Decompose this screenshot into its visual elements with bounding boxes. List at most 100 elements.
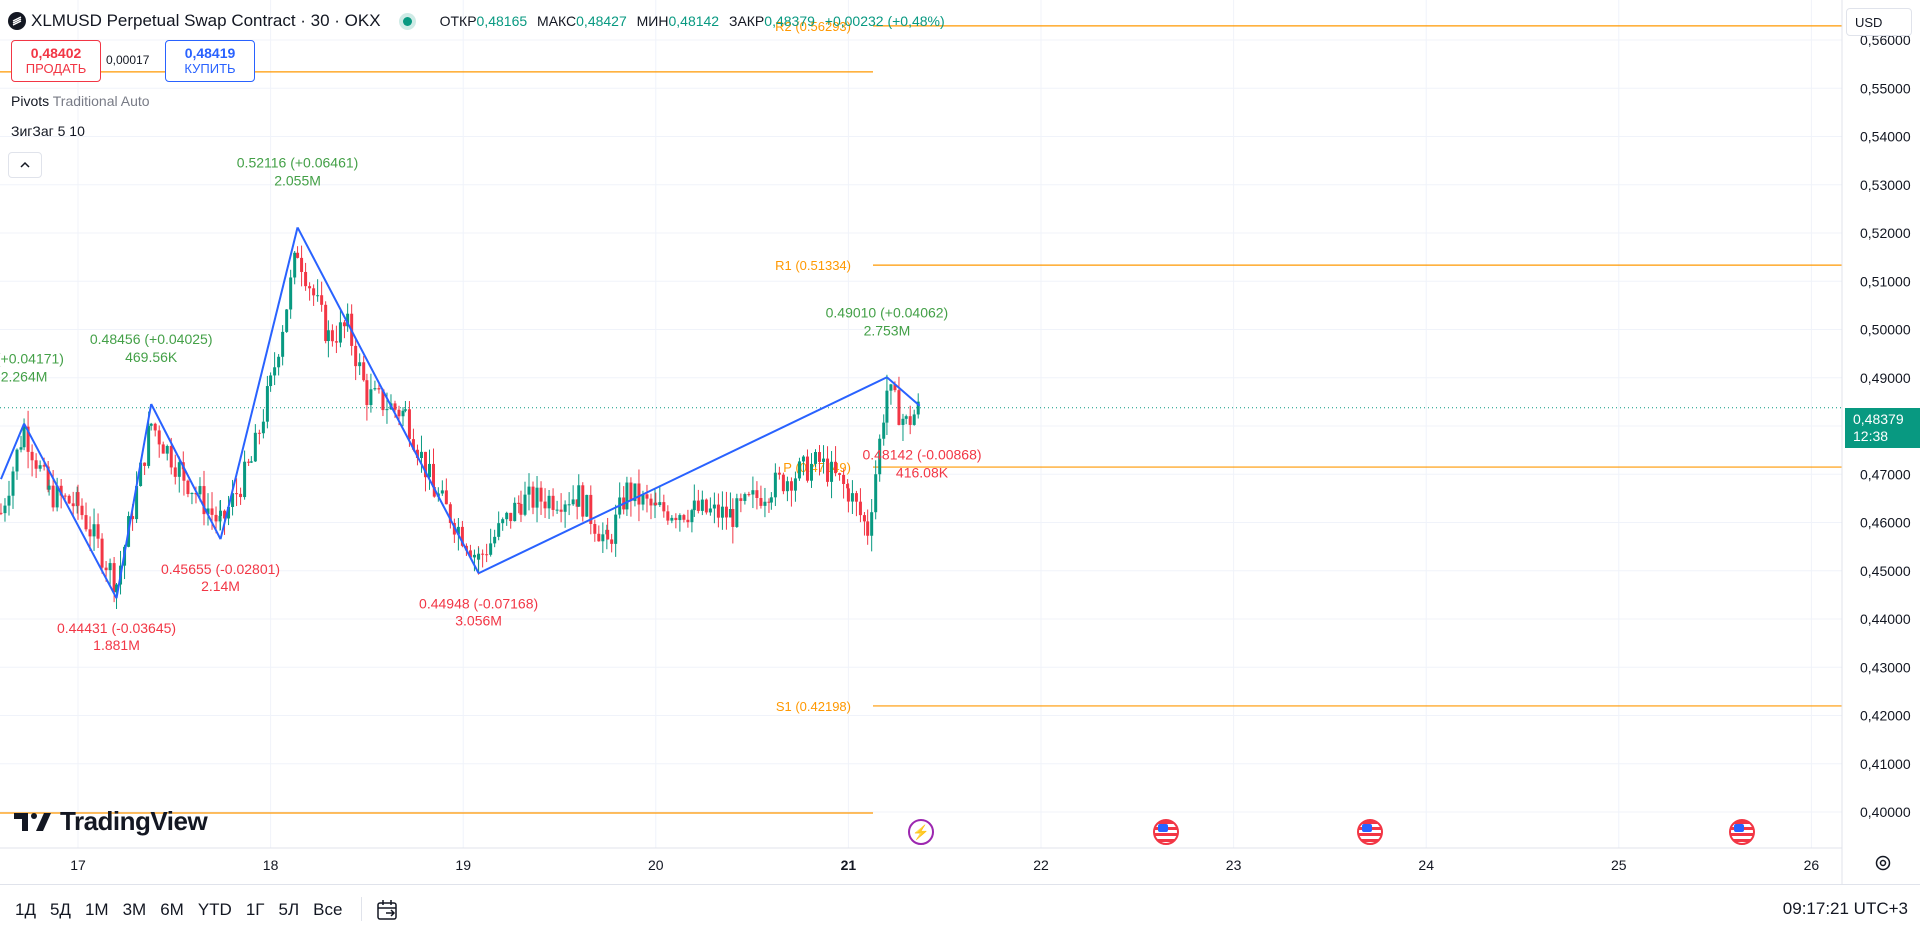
us-flag-icon[interactable] <box>1153 819 1179 845</box>
candle <box>342 322 346 327</box>
candle <box>261 421 265 434</box>
candle <box>769 497 773 503</box>
collapse-indicators-button[interactable] <box>8 152 42 178</box>
indicator-pivots[interactable]: Pivots Traditional Auto <box>11 93 150 109</box>
candle <box>543 501 547 509</box>
candle <box>373 388 377 390</box>
range-button[interactable]: YTD <box>197 900 232 919</box>
candle <box>257 432 261 434</box>
candle <box>666 511 670 521</box>
clock[interactable]: 09:17:21 UTC+3 <box>1782 899 1908 918</box>
ohlc-high-label: МАКС <box>537 13 577 29</box>
time-tick-label: 23 <box>1226 857 1242 873</box>
candle <box>777 472 781 475</box>
symbol-logo-icon <box>8 12 26 30</box>
range-button[interactable]: 1Г <box>245 900 265 919</box>
range-button[interactable]: 1М <box>84 900 109 919</box>
candle <box>15 449 19 472</box>
zigzag-volume-label: 3.056M <box>455 612 502 628</box>
candle <box>149 423 153 426</box>
range-button[interactable]: 5Д <box>49 900 71 919</box>
range-button[interactable]: 1Д <box>15 900 36 919</box>
candle <box>334 341 338 343</box>
range-button[interactable]: Все <box>313 900 343 919</box>
time-axis: 17 18 19 20 21 22 23 24 25 26 <box>0 847 1842 873</box>
chevron-up-icon <box>20 161 30 168</box>
candle <box>559 509 563 512</box>
candle <box>850 493 854 502</box>
candle <box>365 380 369 406</box>
candle <box>712 504 716 509</box>
tradingview-logo[interactable]: TradingView <box>14 806 208 837</box>
candle <box>269 375 273 387</box>
candle <box>198 486 202 495</box>
candle <box>649 498 653 506</box>
candle <box>614 514 618 544</box>
candle <box>47 485 51 490</box>
candle <box>182 469 186 481</box>
candle <box>809 463 813 481</box>
ohlc-change: +0,00232 (+0,48%) <box>824 13 945 29</box>
candle <box>731 509 735 527</box>
symbol-title[interactable]: XLMUSD Perpetual Swap Contract · 30 · OK… <box>31 11 381 30</box>
sell-button[interactable]: 0,48402 ПРОДАТЬ <box>11 40 101 82</box>
candle <box>501 519 505 524</box>
currency-selector[interactable]: USD <box>1846 8 1912 36</box>
us-flag-icon[interactable] <box>1729 819 1755 845</box>
candle <box>186 480 190 495</box>
candle <box>401 410 405 417</box>
tradingview-logo-text: TradingView <box>60 806 208 836</box>
us-flag-icon[interactable] <box>1357 819 1383 845</box>
indicator-name: ЗигЗаг <box>11 123 54 139</box>
zigzag-volume-label: 2.14M <box>201 578 240 594</box>
go-to-date-icon[interactable] <box>376 897 400 923</box>
candle <box>223 510 227 519</box>
candle <box>535 487 539 508</box>
candle <box>658 502 662 506</box>
price-tick-label: 0,56000 <box>1860 32 1911 48</box>
candle <box>460 526 464 546</box>
settings-gear-icon[interactable] <box>1872 852 1894 874</box>
price-tick-label: 0,54000 <box>1860 129 1911 145</box>
candle <box>575 499 579 507</box>
candle <box>874 474 878 513</box>
candle <box>645 494 649 499</box>
candle <box>11 471 15 496</box>
zigzag-labels: 6 (+0.04171) 2.264M 0.48456 (+0.04025) 469.… <box>0 154 982 653</box>
lightning-icon[interactable]: ⚡ <box>908 819 934 845</box>
range-button[interactable]: 6М <box>160 900 184 919</box>
candle <box>912 414 916 425</box>
price-tick-label: 0,49000 <box>1860 370 1911 386</box>
candle <box>19 447 23 450</box>
candle <box>547 495 551 509</box>
candle <box>0 512 3 514</box>
time-tick-label: 19 <box>455 857 471 873</box>
candle <box>157 430 161 445</box>
candle <box>173 467 177 477</box>
gridlines <box>0 0 1842 848</box>
pivot-label: S1 (0.42198) <box>776 699 851 714</box>
candle <box>177 462 181 477</box>
market-status-icon[interactable] <box>402 16 412 26</box>
candle <box>143 462 147 466</box>
candle <box>432 486 436 497</box>
candle <box>735 498 739 527</box>
zigzag-lines <box>0 226 921 599</box>
candle <box>293 252 297 278</box>
candle <box>862 515 866 522</box>
candle <box>63 495 67 497</box>
candle <box>889 384 893 391</box>
range-button[interactable]: 3М <box>122 900 147 919</box>
candle <box>690 510 694 523</box>
candle <box>377 388 381 390</box>
buy-button[interactable]: 0,48419 КУПИТЬ <box>165 40 255 82</box>
candle <box>104 567 108 571</box>
candle <box>324 304 328 342</box>
price-tick-label: 0,47000 <box>1860 466 1911 482</box>
time-tick-label: 18 <box>263 857 279 873</box>
range-button[interactable]: 5Л <box>278 900 300 919</box>
candle <box>210 508 214 515</box>
price-tick-label: 0,51000 <box>1860 273 1911 289</box>
indicator-zigzag[interactable]: ЗигЗаг 5 10 <box>11 123 85 139</box>
